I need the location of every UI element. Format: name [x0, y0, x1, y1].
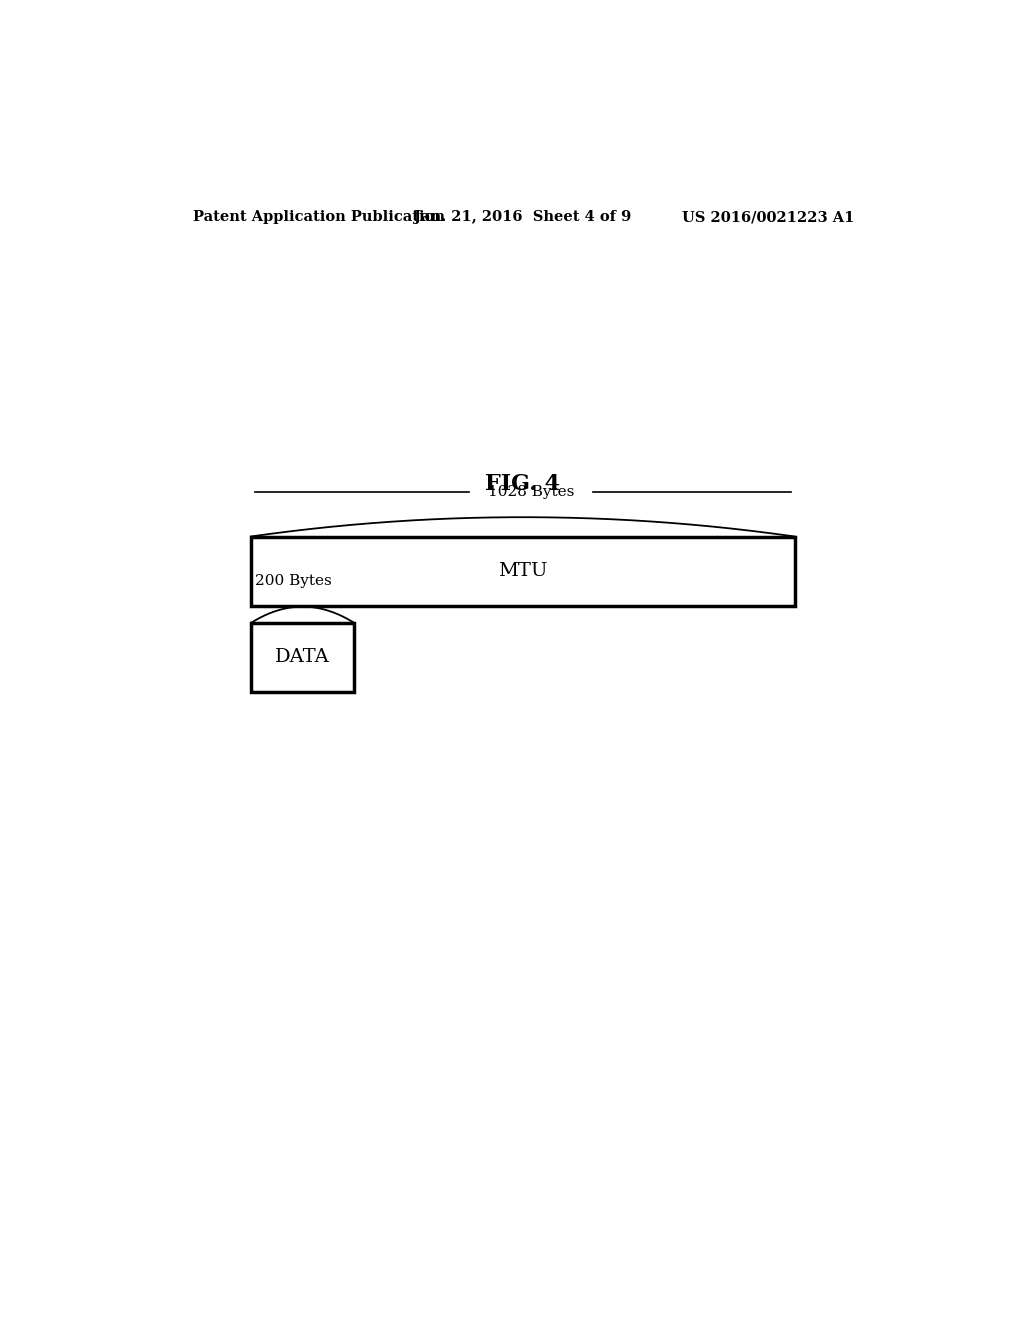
FancyBboxPatch shape — [251, 623, 354, 692]
Text: Jan. 21, 2016  Sheet 4 of 9: Jan. 21, 2016 Sheet 4 of 9 — [414, 210, 631, 224]
Text: US 2016/0021223 A1: US 2016/0021223 A1 — [682, 210, 854, 224]
FancyBboxPatch shape — [251, 536, 795, 606]
Text: 200 Bytes: 200 Bytes — [255, 574, 332, 589]
Text: 1028 Bytes: 1028 Bytes — [487, 484, 573, 499]
Text: DATA: DATA — [275, 648, 330, 667]
Text: FIG. 4: FIG. 4 — [485, 473, 560, 495]
Text: MTU: MTU — [498, 562, 548, 579]
Text: Patent Application Publication: Patent Application Publication — [194, 210, 445, 224]
